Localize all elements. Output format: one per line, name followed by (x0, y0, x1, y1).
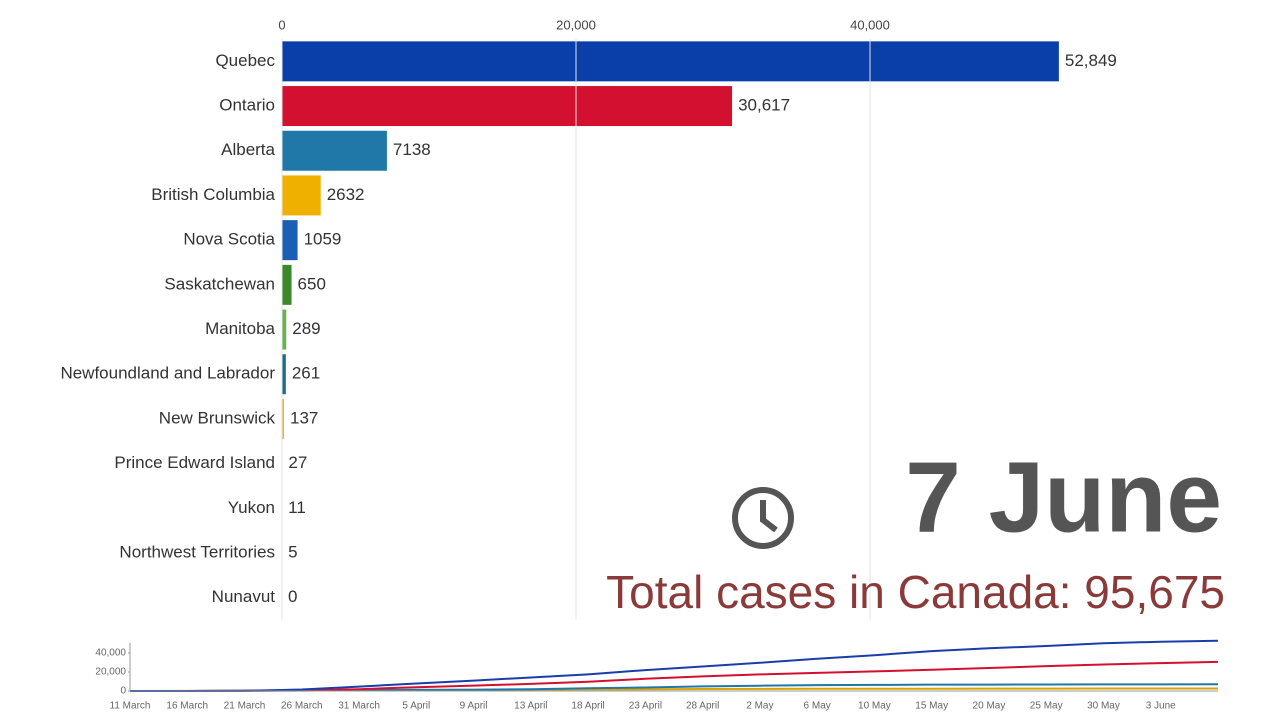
category-label: New Brunswick (159, 408, 276, 427)
x-tick-label: 25 May (1030, 701, 1063, 712)
bar (282, 264, 292, 305)
x-tick-label: 20,000 (556, 17, 596, 32)
date-label: 7 June (905, 441, 1222, 553)
category-label: Saskatchewan (164, 274, 275, 293)
bar (282, 354, 286, 395)
value-label: 5 (288, 543, 297, 562)
category-label: Ontario (219, 96, 275, 115)
value-label: 650 (298, 274, 326, 293)
x-tick-label: 11 March (110, 701, 151, 712)
x-tick-label: 26 March (281, 701, 323, 712)
x-tick-label: 0 (278, 17, 285, 32)
x-tick-label: 2 May (746, 701, 773, 712)
x-tick-label: 6 May (804, 701, 831, 712)
category-label: Nunavut (212, 587, 276, 606)
category-label: Manitoba (205, 319, 275, 338)
value-label: 52,849 (1065, 51, 1117, 70)
bar (282, 398, 285, 439)
x-tick-label: 18 April (571, 701, 604, 712)
value-label: 7138 (393, 140, 431, 159)
bar (282, 86, 733, 127)
x-tick-label: 23 April (629, 701, 662, 712)
value-label: 27 (288, 453, 307, 472)
bar (282, 309, 287, 350)
value-label: 0 (288, 587, 297, 606)
y-tick-label: 20,000 (95, 667, 126, 678)
category-label: British Columbia (151, 185, 275, 204)
category-label: Nova Scotia (183, 230, 275, 249)
bar (282, 41, 1059, 82)
x-tick-label: 13 April (514, 701, 547, 712)
x-tick-label: 5 April (402, 701, 430, 712)
bar (282, 220, 298, 261)
y-tick-label: 0 (120, 686, 126, 697)
x-tick-label: 21 March (224, 701, 266, 712)
value-label: 1059 (304, 230, 342, 249)
category-label: Newfoundland and Labrador (60, 364, 275, 383)
value-label: 30,617 (738, 96, 790, 115)
bar (282, 130, 387, 171)
x-tick-label: 3 June (1146, 701, 1176, 712)
value-label: 261 (292, 364, 320, 383)
decor (732, 487, 794, 549)
line-series (130, 660, 1219, 692)
bar (282, 175, 321, 216)
value-label: 2632 (327, 185, 365, 204)
line-series (130, 639, 1219, 692)
total-label: Total cases in Canada: 95,675 (606, 566, 1225, 618)
value-label: 11 (288, 498, 306, 517)
x-tick-label: 31 March (338, 701, 380, 712)
category-label: Quebec (215, 51, 275, 70)
clock-hands (760, 500, 778, 533)
category-label: Northwest Territories (119, 543, 275, 562)
x-tick-label: 28 April (686, 701, 719, 712)
x-tick-label: 40,000 (850, 17, 890, 32)
x-tick-label: 16 March (166, 701, 208, 712)
x-tick-label: 15 May (915, 701, 948, 712)
x-tick-label: 30 May (1087, 701, 1120, 712)
clock-icon (732, 487, 794, 549)
value-label: 137 (290, 408, 318, 427)
category-label: Yukon (228, 498, 275, 517)
y-tick-label: 40,000 (95, 648, 126, 659)
x-tick-label: 9 April (460, 701, 488, 712)
category-label: Alberta (221, 140, 275, 159)
value-label: 289 (292, 319, 320, 338)
x-tick-label: 20 May (973, 701, 1006, 712)
x-tick-label: 10 May (858, 701, 891, 712)
category-label: Prince Edward Island (114, 453, 275, 472)
